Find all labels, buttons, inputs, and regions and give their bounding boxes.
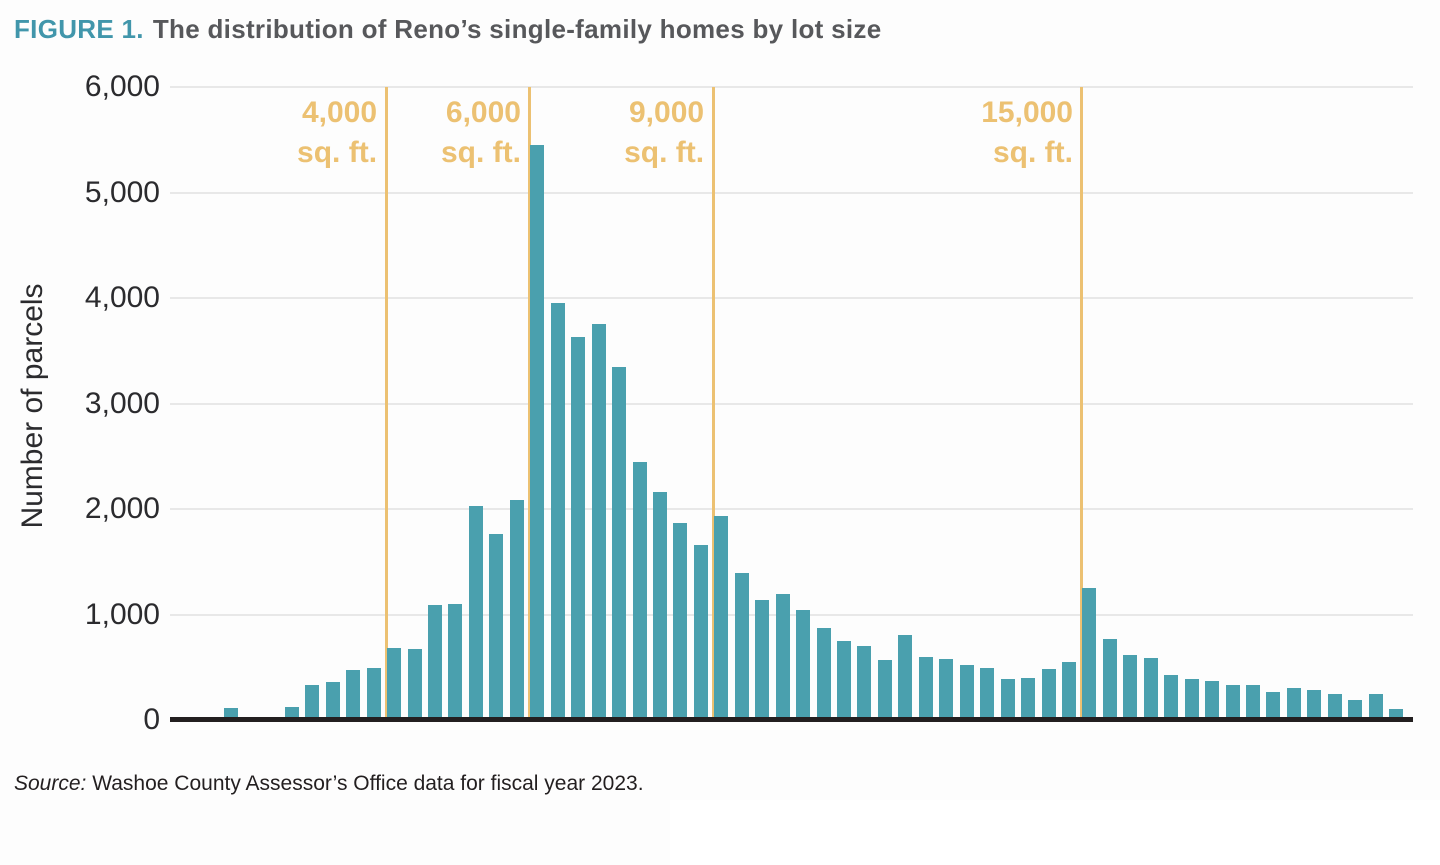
histogram-bar <box>346 670 361 720</box>
reference-label-value: 6,000 <box>445 96 521 129</box>
gridline-6000 <box>170 86 1413 88</box>
histogram-bar <box>1102 638 1117 720</box>
histogram-bar <box>1021 677 1036 720</box>
gridline-3000 <box>170 402 1413 405</box>
histogram-bar <box>755 599 770 720</box>
histogram-bar <box>652 492 667 720</box>
histogram-bar <box>284 707 299 720</box>
histogram-bar <box>1184 678 1199 720</box>
histogram-bar <box>468 505 483 720</box>
histogram-bar <box>939 658 954 720</box>
histogram-bar <box>387 648 402 720</box>
histogram-bar <box>1061 661 1076 720</box>
histogram-bar <box>918 656 933 720</box>
histogram-bar <box>366 668 381 720</box>
histogram-bar <box>816 628 831 720</box>
reference-line-label-4000: 4,000 sq. ft. <box>297 93 377 173</box>
page-edge-artifact <box>670 800 1440 865</box>
y-tick-2,000: 2,000 <box>84 492 160 525</box>
histogram-bar <box>1082 588 1097 720</box>
figure-title-row: FIGURE 1. The distribution of Reno’s sing… <box>14 14 881 45</box>
histogram-bar <box>428 605 442 720</box>
histogram-bar <box>1246 685 1260 720</box>
histogram-bar <box>796 610 811 720</box>
source-note: Source: Washoe County Assessor’s Office … <box>14 772 644 796</box>
source-label: Source: <box>14 772 87 795</box>
reference-line-label-15000: 15,000 sq. ft. <box>981 93 1073 173</box>
gridline-2000 <box>170 508 1413 510</box>
gridline-5000 <box>170 191 1413 194</box>
reference-label-unit: sq. ft. <box>993 136 1073 169</box>
histogram-bar <box>1348 699 1363 720</box>
gridline-1000 <box>170 613 1413 616</box>
histogram-bar <box>1225 685 1240 720</box>
y-tick-6,000: 6,000 <box>84 70 160 103</box>
reference-label-value: 9,000 <box>629 96 705 129</box>
reference-line-label-9000: 9,000 sq. ft. <box>624 93 704 173</box>
x-axis-line <box>170 717 1413 722</box>
histogram-bar <box>632 461 647 720</box>
histogram-bar <box>1041 669 1056 720</box>
histogram-bar <box>959 665 974 720</box>
figure-number-label: FIGURE 1. <box>14 14 144 44</box>
histogram-bar <box>714 516 729 720</box>
reference-label-unit: sq. ft. <box>624 136 705 169</box>
reference-label-unit: sq. ft. <box>440 136 521 169</box>
plot-area: 4,000 sq. ft. 6,000 sq. ft. 9,000 sq. ft. 15,0… <box>170 86 1413 722</box>
source-text: Washoe County Assessor’s Office data for… <box>86 772 644 795</box>
histogram-bar <box>509 499 524 720</box>
histogram-bar <box>775 594 790 720</box>
histogram-bar <box>305 685 320 720</box>
histogram-bar <box>1164 674 1179 720</box>
y-tick-0: 0 <box>143 703 160 736</box>
figure-heading: The distribution of Reno’s single-family… <box>152 14 882 44</box>
histogram-bar <box>837 640 851 720</box>
histogram-bar <box>673 522 688 720</box>
reference-line-6000 <box>528 87 532 720</box>
histogram-bar <box>898 634 913 720</box>
histogram-bar <box>1266 691 1281 720</box>
y-tick-4,000: 4,000 <box>84 281 160 314</box>
histogram-bar <box>980 668 995 720</box>
histogram-bar <box>1000 678 1015 720</box>
histogram-bar <box>1368 693 1383 720</box>
histogram-bar <box>734 573 749 720</box>
histogram-bar <box>530 145 545 720</box>
reference-line-15000 <box>1080 87 1084 720</box>
histogram-bar <box>857 646 872 720</box>
histogram-bar <box>571 337 586 720</box>
histogram-bar <box>325 682 340 720</box>
histogram-bar <box>1307 690 1322 720</box>
histogram-bar <box>1143 657 1158 720</box>
histogram-bar <box>1327 693 1342 720</box>
y-tick-3,000: 3,000 <box>84 386 160 420</box>
gridline-4000 <box>170 297 1413 299</box>
reference-label-value: 4,000 <box>301 96 378 129</box>
histogram-bar <box>1205 680 1220 720</box>
reference-label-value: 15,000 <box>981 96 1073 129</box>
histogram-bar <box>612 366 627 720</box>
histogram-bar <box>693 544 708 720</box>
histogram-bar <box>489 534 504 720</box>
y-tick-5,000: 5,000 <box>84 175 160 209</box>
y-tick-1,000: 1,000 <box>84 597 160 631</box>
reference-line-4000 <box>384 87 388 720</box>
histogram-bar <box>1389 709 1404 720</box>
histogram-bar <box>591 324 606 720</box>
histogram-bar <box>223 708 238 720</box>
histogram-bar <box>877 659 892 720</box>
reference-line-label-6000: 6,000 sq. ft. <box>441 93 521 173</box>
histogram-bar <box>1123 654 1138 720</box>
reference-label-unit: sq. ft. <box>297 136 378 169</box>
histogram-bar <box>448 603 463 720</box>
reference-line-9000 <box>711 87 715 720</box>
histogram-bar <box>1286 688 1301 720</box>
histogram-bar <box>407 649 422 720</box>
histogram-bar <box>550 303 565 720</box>
